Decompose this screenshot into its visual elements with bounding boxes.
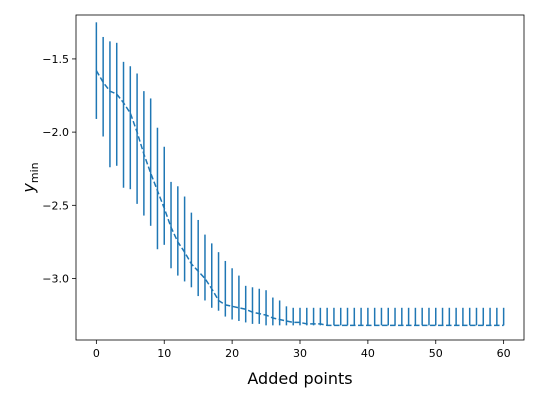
x-tick-label: 60 [497,347,511,360]
mean-line [95,70,504,327]
y-axis-label-symbol: y [19,183,38,194]
y-axis-label-subscript: min [28,162,41,183]
chart-marks [95,22,505,327]
y-tick-label: −3.0 [42,273,69,286]
y-axis-ticks: −3.0 −2.5 −2.0 −1.5 [42,53,76,286]
x-tick-label: 30 [293,347,307,360]
x-axis-label: Added points [247,369,352,388]
y-tick-label: −2.0 [42,126,69,139]
x-tick-label: 50 [429,347,443,360]
y-tick-label: −2.5 [42,199,69,212]
x-tick-label: 20 [225,347,239,360]
y-axis-label: ymin [19,162,41,193]
x-tick-label: 10 [157,347,171,360]
x-axis-ticks: 0 10 20 30 40 50 60 [93,340,511,360]
y-tick-label: −1.5 [42,53,69,66]
x-tick-label: 0 [93,347,100,360]
x-tick-label: 40 [361,347,375,360]
